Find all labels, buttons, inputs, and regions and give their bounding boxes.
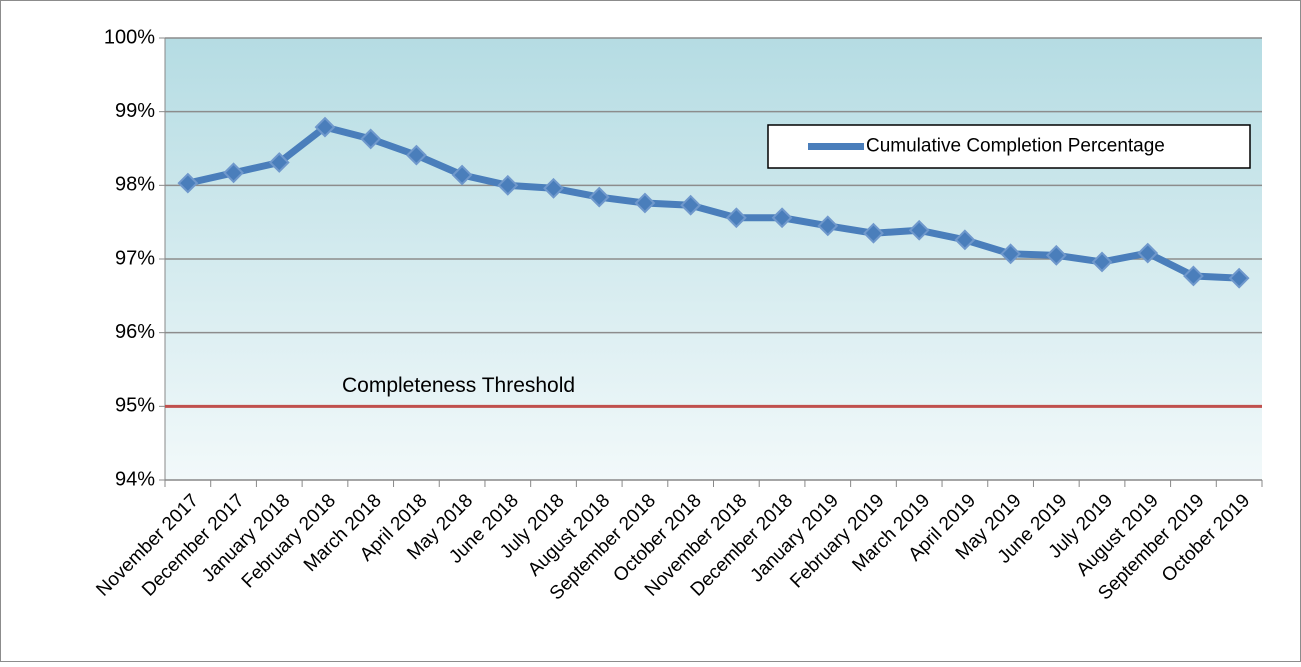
point-marker	[314, 116, 336, 138]
point-marker	[405, 144, 427, 166]
y-tick-label: 99%	[115, 100, 155, 122]
point-marker	[177, 172, 199, 194]
point-marker	[725, 207, 747, 229]
legend-label: Cumulative Completion Percentage	[866, 136, 1165, 157]
point-marker	[680, 194, 702, 216]
point-marker	[634, 192, 656, 214]
y-tick-label: 100%	[104, 26, 155, 48]
y-tick-label: 96%	[115, 321, 155, 343]
y-tick-label: 95%	[115, 395, 155, 417]
point-marker	[1045, 244, 1067, 266]
point-marker	[360, 128, 382, 150]
point-marker	[1137, 242, 1159, 264]
point-marker	[1000, 243, 1022, 265]
point-marker	[1183, 265, 1204, 287]
point-marker	[268, 152, 290, 173]
y-tick-label: 97%	[115, 247, 155, 269]
point-marker	[817, 215, 839, 237]
threshold-label: Completeness Threshold	[342, 374, 575, 397]
point-marker	[451, 164, 473, 186]
point-marker	[588, 186, 610, 208]
point-marker	[771, 207, 793, 229]
point-marker	[1091, 251, 1113, 273]
y-tick-label: 98%	[115, 174, 155, 196]
point-marker	[908, 219, 930, 241]
point-marker	[863, 222, 884, 244]
y-tick-label: 94%	[115, 468, 155, 490]
point-marker	[1228, 267, 1250, 289]
point-marker	[497, 174, 519, 196]
point-marker	[543, 177, 564, 199]
point-marker	[223, 162, 244, 184]
point-marker	[954, 229, 976, 251]
